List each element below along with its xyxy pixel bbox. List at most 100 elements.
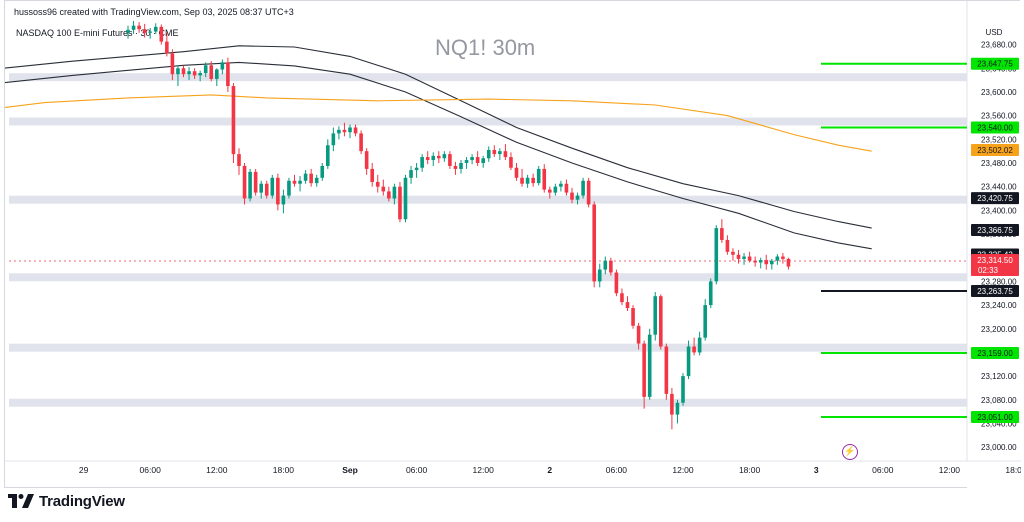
- candle-body: [520, 177, 524, 184]
- candle-body: [292, 180, 297, 184]
- candle-body: [142, 29, 147, 33]
- zone-band-0: [9, 73, 967, 82]
- candle-body: [387, 191, 391, 199]
- candle-body: [625, 302, 630, 309]
- candle: [320, 163, 325, 181]
- candle-body: [215, 69, 219, 79]
- candle: [398, 181, 402, 223]
- candle-body: [181, 68, 186, 75]
- candle: [470, 154, 474, 165]
- price-chart[interactable]: USD 23,000.00 23,040.00 23,080.00 23,120.00 2…: [5, 1, 1021, 489]
- candle: [525, 174, 530, 188]
- candle-body: [198, 73, 202, 76]
- bolt-icon[interactable]: ⚡: [842, 444, 858, 460]
- candle: [176, 65, 180, 87]
- y-tick-label: 23,080.00: [981, 396, 1017, 405]
- candle-body: [647, 334, 652, 397]
- tradingview-logo[interactable]: TradingView: [8, 493, 125, 510]
- candle-body: [664, 346, 669, 394]
- candle-body: [148, 31, 152, 33]
- candle-body: [359, 133, 363, 152]
- candle: [725, 235, 730, 255]
- candle: [215, 68, 219, 87]
- y-tick-label: 23,400.00: [981, 206, 1017, 215]
- candle-body: [176, 68, 180, 75]
- candle-body: [708, 281, 713, 306]
- candle-body: [420, 157, 424, 168]
- zone-band-4: [9, 343, 967, 352]
- candle-body: [575, 195, 580, 200]
- level-tag-label: 23,647.75: [977, 60, 1013, 69]
- candle: [237, 148, 241, 175]
- candle: [231, 83, 236, 163]
- candle-body: [581, 180, 585, 196]
- candle: [464, 157, 469, 169]
- candle: [359, 130, 363, 155]
- candle: [631, 305, 635, 329]
- candle: [314, 174, 319, 187]
- x-tick-label: 06:00: [140, 465, 162, 475]
- candle-body: [381, 186, 386, 192]
- candle-body: [653, 296, 658, 335]
- candle: [597, 263, 602, 288]
- candle-body: [403, 177, 408, 220]
- candle: [370, 163, 374, 187]
- candle: [159, 24, 164, 45]
- level-tag-label: 23,420.75: [977, 194, 1013, 203]
- level-tag-bg: [971, 57, 1019, 70]
- y-tick-label: 23,200.00: [981, 325, 1017, 334]
- y-tick-label: 23,440.00: [981, 183, 1017, 192]
- candle-body: [492, 149, 497, 155]
- candle: [242, 163, 247, 205]
- candle-body: [498, 151, 502, 155]
- level-tag-bg: [971, 410, 1019, 423]
- candle: [681, 373, 685, 406]
- candle-body: [309, 173, 313, 184]
- candle-body: [370, 168, 374, 182]
- candle-body: [437, 155, 441, 159]
- candle-body: [248, 171, 252, 199]
- candle: [337, 126, 341, 140]
- candle-body: [736, 254, 741, 259]
- candle: [420, 154, 424, 172]
- candle-body: [331, 133, 336, 146]
- level-tag-bg: [971, 285, 1019, 298]
- candle-body: [742, 256, 746, 259]
- candle-body: [564, 183, 569, 193]
- candle: [270, 174, 275, 199]
- candle: [331, 127, 336, 152]
- candle-body: [720, 228, 724, 240]
- candle-body: [531, 177, 535, 184]
- x-tick-label: 06:00: [406, 465, 428, 475]
- candle: [198, 70, 202, 82]
- level-tag-bg: [971, 121, 1019, 134]
- candle-body: [525, 177, 530, 184]
- candle: [203, 62, 208, 78]
- price-axis-bg: [967, 1, 1021, 489]
- candle: [276, 173, 280, 211]
- candle-body: [153, 26, 158, 32]
- candle: [142, 23, 147, 38]
- candle-body: [747, 256, 752, 261]
- candle-body: [670, 393, 674, 415]
- chart-frame[interactable]: hussoss96 created with TradingView.com, …: [4, 0, 1021, 489]
- candle-body: [642, 343, 646, 397]
- x-tick-label: 12:00: [206, 465, 228, 475]
- candle: [192, 68, 197, 79]
- level-price-tag: 23,420.75: [971, 192, 1019, 205]
- candle-body: [226, 62, 230, 87]
- countdown-label: 02:33: [978, 266, 999, 275]
- candle-body: [675, 402, 680, 415]
- candle: [492, 145, 497, 158]
- candle-body: [320, 165, 325, 178]
- candle-body: [753, 260, 757, 263]
- currency-label: USD: [986, 28, 1003, 37]
- y-tick-label: 23,120.00: [981, 372, 1017, 381]
- candle: [753, 256, 757, 267]
- candle: [281, 189, 286, 214]
- candle: [770, 258, 774, 270]
- candle: [692, 337, 696, 356]
- symbol-title[interactable]: NASDAQ 100 E-mini Futures · 30 · CME: [16, 28, 179, 38]
- candle: [248, 168, 252, 202]
- tradingview-logo-icon: [8, 494, 34, 508]
